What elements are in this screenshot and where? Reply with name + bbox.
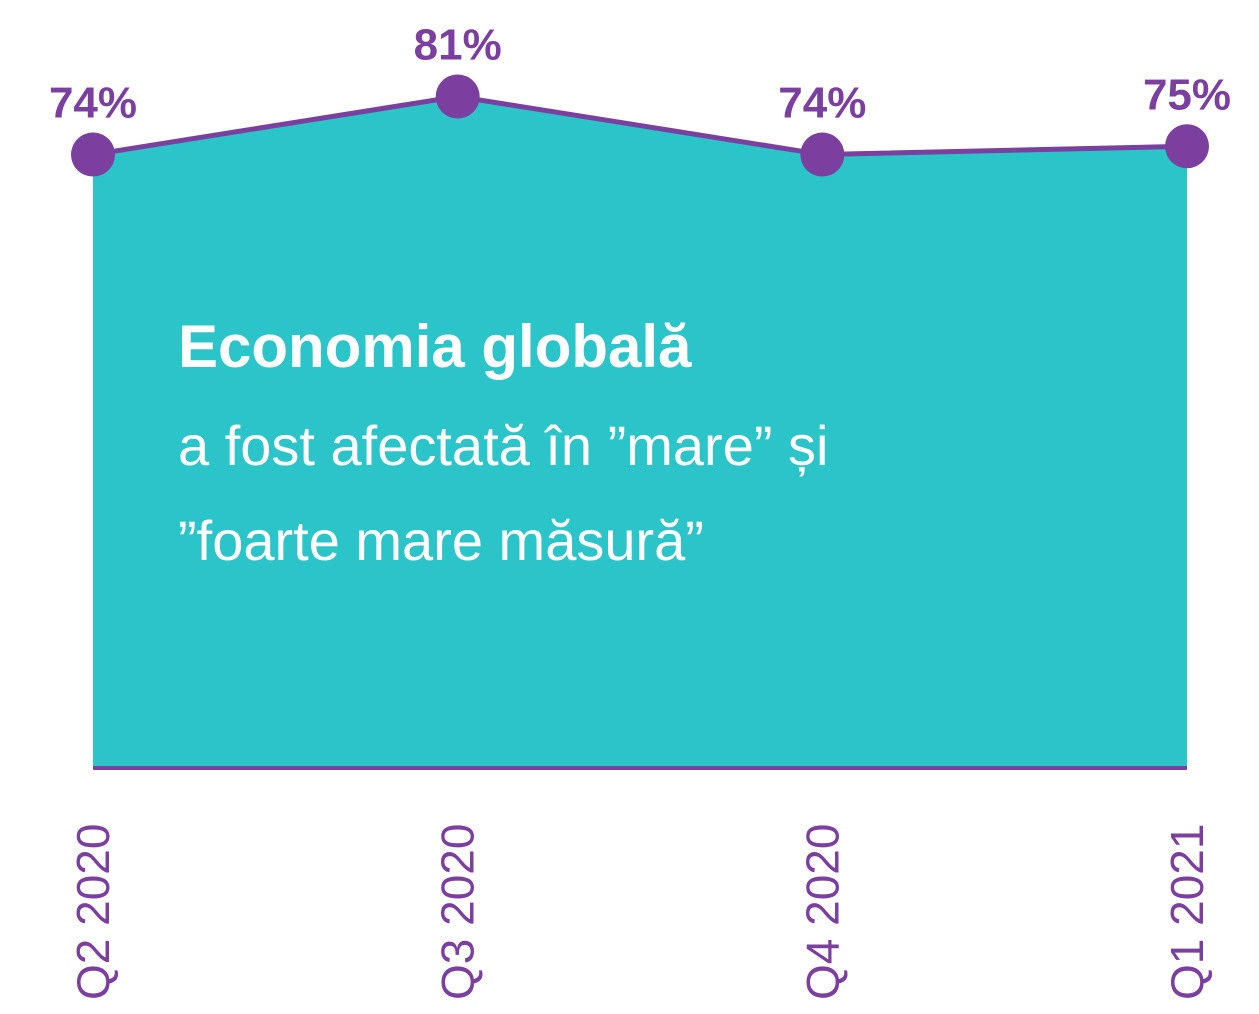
line	[92, 93, 1188, 158]
point	[71, 132, 115, 177]
value-label: 74%	[778, 79, 866, 128]
subtitle-line: a fost afectată în ”mare” și	[178, 414, 828, 477]
value-label: 75%	[1143, 70, 1231, 119]
value-label: 74%	[49, 79, 137, 128]
point	[435, 74, 480, 119]
marks	[71, 74, 1209, 770]
point	[1165, 124, 1209, 169]
x-tick-label: Q3 2020	[432, 824, 484, 1000]
chart-title: Economia globală	[178, 313, 692, 380]
x-tick-label: Q1 2021	[1161, 824, 1213, 1000]
subtitle-line: ”foarte mare măsură”	[178, 509, 704, 572]
point	[800, 132, 845, 177]
value-label: 81%	[414, 21, 502, 70]
x-tick-label: Q2 2020	[67, 824, 119, 1000]
x-tick-label: Q4 2020	[796, 824, 848, 1000]
area	[93, 96, 1187, 768]
